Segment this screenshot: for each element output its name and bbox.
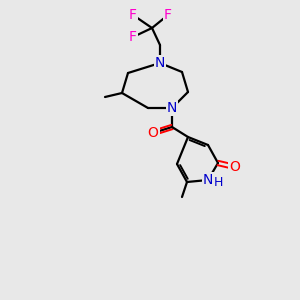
Text: H: H [213,176,223,188]
Text: F: F [164,8,172,22]
Text: F: F [129,8,137,22]
Text: N: N [203,173,213,187]
Text: F: F [129,30,137,44]
Text: O: O [230,160,240,174]
Text: O: O [148,126,158,140]
Text: N: N [167,101,177,115]
Text: N: N [155,56,165,70]
